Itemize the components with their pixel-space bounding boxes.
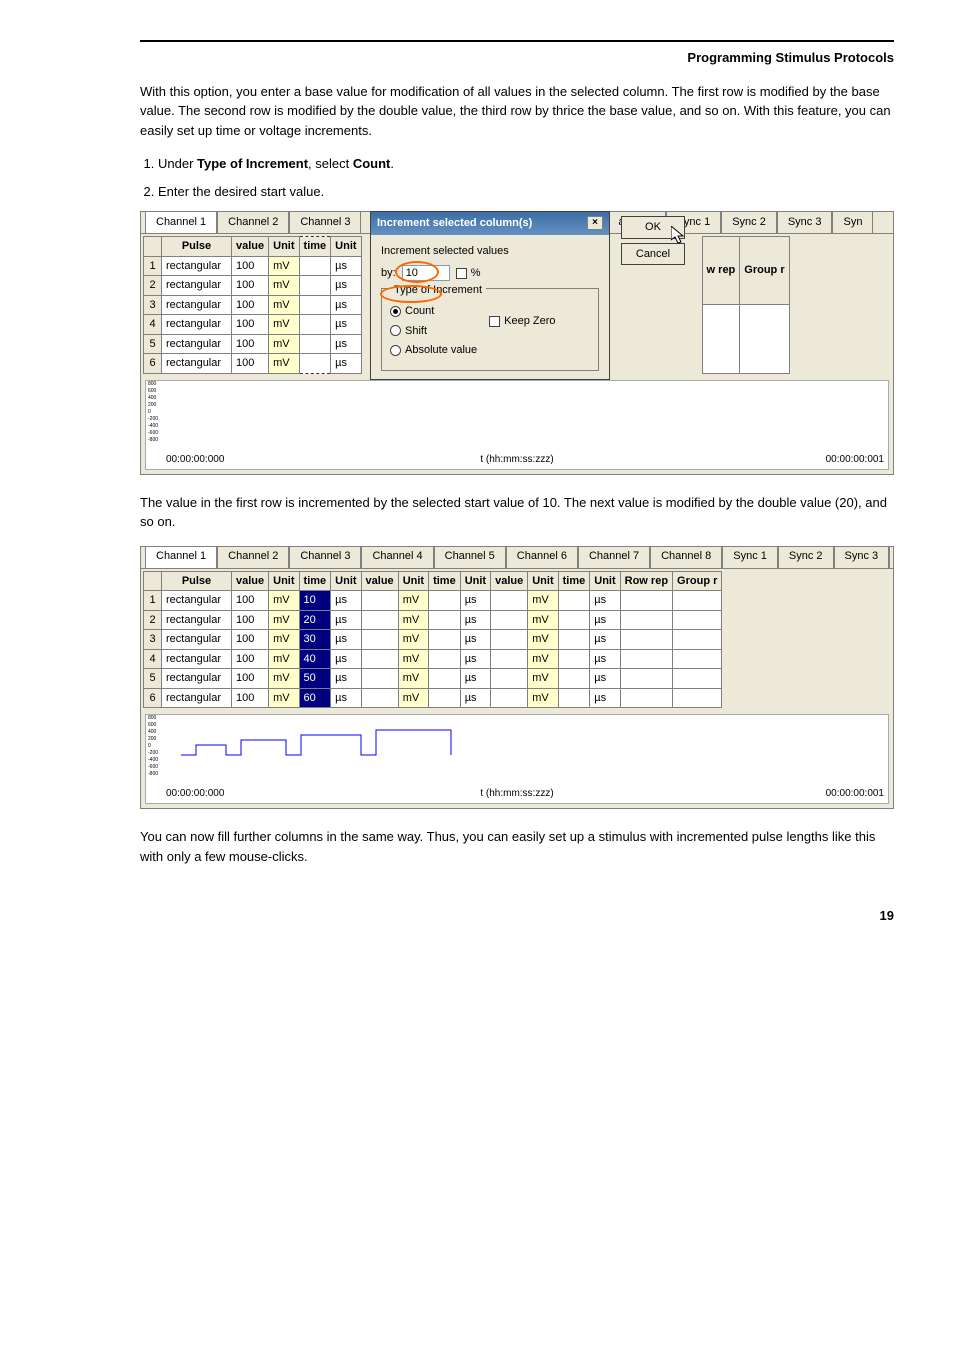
annotation-circle-input xyxy=(395,261,439,283)
pulse-table-1: Pulse value Unit time Unit 1rectangular1… xyxy=(143,236,362,374)
dialog-titlebar: Increment selected column(s) × xyxy=(371,212,609,235)
tab-s3[interactable]: Sync 3 xyxy=(834,547,890,568)
tab-channel-1[interactable]: Channel 1 xyxy=(145,212,217,233)
radio-shift[interactable] xyxy=(390,325,401,336)
plot-y-ticks: 8006004002000-200-400-600-800 xyxy=(148,715,158,778)
tab-channel-3[interactable]: Channel 3 xyxy=(289,212,361,233)
intro-paragraph: With this option, you enter a base value… xyxy=(140,82,894,141)
radio-count[interactable] xyxy=(390,306,401,317)
percent-label: % xyxy=(471,265,481,282)
table-row: 1rectangular100mV10µsmVµsmVµs xyxy=(144,591,722,611)
tab-channel-2[interactable]: Channel 2 xyxy=(217,212,289,233)
header-rule xyxy=(140,40,894,42)
plot-time-start: 00:00:00:000 xyxy=(166,452,224,467)
tab-s2[interactable]: Sync 2 xyxy=(778,547,834,568)
plot-time-end: 00:00:00:001 xyxy=(826,786,884,801)
tab-sync-2[interactable]: Sync 2 xyxy=(721,212,777,233)
radio-absolute[interactable] xyxy=(390,345,401,356)
page-number: 19 xyxy=(140,906,894,926)
table-row: 1rectangular100mVµs xyxy=(144,256,362,276)
tab-ch8[interactable]: Channel 8 xyxy=(650,547,722,568)
tab-ch3[interactable]: Channel 3 xyxy=(289,547,361,568)
pulse-table-2: Pulse value Unit time Unit value Unit ti… xyxy=(143,571,722,709)
tab-s1[interactable]: Sync 1 xyxy=(722,547,778,568)
extra-cols-table: w repGroup r xyxy=(702,236,790,374)
keep-zero-label: Keep Zero xyxy=(504,313,555,330)
table-row: 5rectangular100mV50µsmVµsmVµs xyxy=(144,669,722,689)
close-icon[interactable]: × xyxy=(587,216,603,230)
table-row: 5rectangular100mVµs xyxy=(144,334,362,354)
plot-y-ticks: 8006004002000-200-400-600-800 xyxy=(148,381,158,444)
cursor-icon xyxy=(671,226,687,246)
dialog-label: Increment selected values xyxy=(381,243,599,260)
mid-paragraph: The value in the first row is incremente… xyxy=(140,493,894,532)
tab-ch7[interactable]: Channel 7 xyxy=(578,547,650,568)
waveform-plot-2: 8006004002000-200-400-600-800 00:00:00:0… xyxy=(145,714,889,804)
table-row: 6rectangular100mVµs xyxy=(144,354,362,374)
tab-ch1[interactable]: Channel 1 xyxy=(145,547,217,568)
tab-ch4[interactable]: Channel 4 xyxy=(361,547,433,568)
tab-bar-2: Channel 1 Channel 2 Channel 3 Channel 4 … xyxy=(141,547,893,569)
screenshot-2: Channel 1 Channel 2 Channel 3 Channel 4 … xyxy=(140,546,894,810)
keep-zero-checkbox[interactable] xyxy=(489,316,500,327)
by-label: by: xyxy=(381,265,396,282)
plot-time-start: 00:00:00:000 xyxy=(166,786,224,801)
table-row: 2rectangular100mVµs xyxy=(144,276,362,296)
step-waveform-icon xyxy=(181,720,481,770)
table-row: 3rectangular100mV30µsmVµsmVµs xyxy=(144,630,722,650)
tab-sync-3[interactable]: Sync 3 xyxy=(777,212,833,233)
waveform-plot-1: 8006004002000-200-400-600-800 00:00:00:0… xyxy=(145,380,889,470)
dialog-title-text: Increment selected column(s) xyxy=(377,215,532,232)
tab-ch6[interactable]: Channel 6 xyxy=(506,547,578,568)
page-header: Programming Stimulus Protocols xyxy=(140,48,894,68)
tab-sy[interactable]: Syn xyxy=(889,547,893,568)
table-row: 4rectangular100mV40µsmVµsmVµs xyxy=(144,649,722,669)
annotation-circle-count xyxy=(380,285,442,303)
table-header-row: Pulse value Unit time Unit xyxy=(144,237,362,257)
plot-x-label: t (hh:mm:ss:zzz) xyxy=(480,452,553,467)
percent-checkbox[interactable] xyxy=(456,268,467,279)
step-2: Enter the desired start value. xyxy=(158,182,894,202)
plot-time-end: 00:00:00:001 xyxy=(826,452,884,467)
dialog-buttons: OK Cancel xyxy=(621,216,685,269)
plot-x-label: t (hh:mm:ss:zzz) xyxy=(480,786,553,801)
type-of-increment-group: Type of Increment Count Shift Absolute v… xyxy=(381,288,599,371)
table-row: 3rectangular100mVµs xyxy=(144,295,362,315)
table-row: 2rectangular100mV20µsmVµsmVµs xyxy=(144,610,722,630)
table-row: 4rectangular100mVµs xyxy=(144,315,362,335)
closing-paragraph: You can now fill further columns in the … xyxy=(140,827,894,866)
step-1: Under Type of Increment, select Count. xyxy=(158,154,894,174)
increment-dialog: Increment selected column(s) × Increment… xyxy=(370,211,610,380)
tab-ch5[interactable]: Channel 5 xyxy=(434,547,506,568)
table-header-row: Pulse value Unit time Unit value Unit ti… xyxy=(144,571,722,591)
table-row: 6rectangular100mV60µsmVµsmVµs xyxy=(144,688,722,708)
tab-syn[interactable]: Syn xyxy=(832,212,873,233)
tab-ch2[interactable]: Channel 2 xyxy=(217,547,289,568)
